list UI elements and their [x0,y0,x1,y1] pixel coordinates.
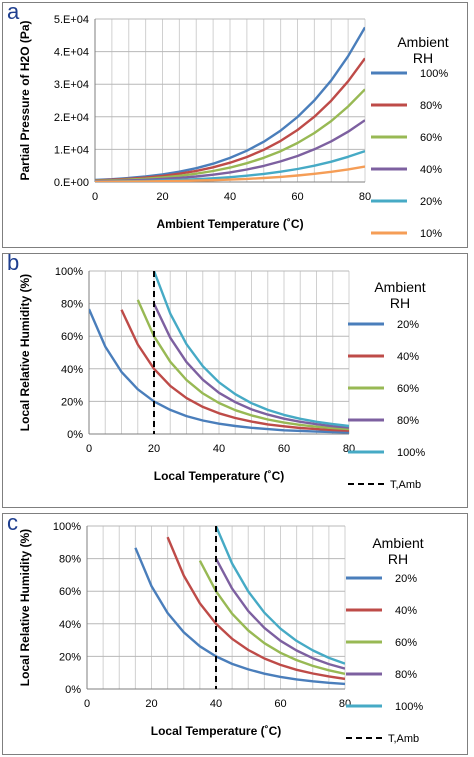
x-tick-label: 0 [92,191,98,203]
x-tick-label: 80 [359,191,371,203]
series-line-80pct [152,303,349,429]
y-tick-label: 20% [61,396,83,408]
y-tick-label: 40% [61,364,83,376]
legend-label: 20% [395,573,417,585]
series-line-40pct [166,536,345,681]
x-axis-title: Ambient Temperature (˚C) [156,217,303,231]
legend-label: 20% [420,196,442,208]
y-tick-label: 100% [55,266,83,278]
panel-letter: b [7,250,20,275]
chart-panel-a: a 0.E+00 1.E+04 2.E+04 3.E+04 4.E+04 5.E+04 0 2… [2,0,468,248]
x-tick-label: 60 [274,698,286,710]
y-tick-label: 80% [59,554,81,566]
legend-label: T,Amb [388,733,419,745]
x-tick-label: 0 [84,698,90,710]
legend-label: 80% [395,669,417,681]
series-line-60pct [198,560,345,675]
x-tick-label: 40 [224,191,236,203]
legend-label: 10% [420,228,442,240]
x-axis-title: Local Temperature (˚C) [151,724,281,738]
x-tick-label: 40 [210,698,222,710]
x-tick-label: 60 [291,191,303,203]
y-tick-label: 4.E+04 [54,47,89,59]
legend-label: 100% [397,447,425,459]
series-line-20pct [134,547,345,686]
chart-svg-c: 0% 20% 40% 60% 80% 100% 0 20 40 60 80 Local Tempera… [18,521,424,745]
y-axis-title: Local Relative Humidity (%) [18,274,32,431]
x-tick-label: 20 [156,191,168,203]
y-axis-title: Local Relative Humidity (%) [18,529,32,686]
x-tick-label: 20 [148,443,160,455]
legend-label: 80% [397,415,419,427]
legend-title: RH [388,551,408,567]
legend-label: 60% [397,383,419,395]
x-axis-title: Local Temperature (˚C) [154,469,284,483]
legend-label: 40% [395,605,417,617]
legend-label: 20% [397,319,419,331]
legend-title: Ambient [372,535,423,551]
panel-letter: c [7,510,18,535]
legend-label: 40% [397,351,419,363]
x-tick-label: 20 [145,698,157,710]
y-tick-label: 1.E+04 [54,144,89,156]
y-tick-label: 0.E+00 [54,177,89,189]
legend-title: Ambient [397,34,448,50]
series-line-60pct [136,299,349,431]
legend-title: RH [390,295,410,311]
y-tick-label: 60% [59,586,81,598]
legend-label: 60% [395,637,417,649]
y-tick-label: 0% [65,684,81,696]
x-tick-label: 80 [339,698,351,710]
legend-label: 60% [420,132,442,144]
x-tick-label: 60 [278,443,290,455]
x-tick-label: 0 [86,443,92,455]
panel-letter: a [7,0,20,24]
x-tick-label: 40 [213,443,225,455]
legend-label: 80% [420,100,442,112]
y-tick-label: 60% [61,331,83,343]
series-line-80pct [214,558,345,670]
y-tick-label: 40% [59,619,81,631]
y-tick-label: 100% [53,521,81,533]
chart-svg-a: 0.E+00 1.E+04 2.E+04 3.E+04 4.E+04 5.E+04 0 20 4… [18,14,449,240]
y-axis-title: Partial Pressure of H2O (Pa) [18,20,32,180]
y-tick-label: 3.E+04 [54,79,89,91]
series-line-10pct [95,165,365,182]
series-line-100pct [214,526,345,665]
legend-label: 40% [420,164,442,176]
chart-panel-b: b 0% 20% 40% 60% 80% 100% 0 20 40 60 80 Local Tempe… [2,250,468,508]
legend-label: T,Amb [390,479,421,491]
series-line-100pct [152,271,349,428]
legend-label: 100% [420,68,448,80]
series-line-20pct [89,308,349,434]
y-tick-label: 0% [67,429,83,441]
legend-label: 100% [395,701,423,713]
y-tick-label: 2.E+04 [54,112,89,124]
y-tick-label: 20% [59,651,81,663]
y-tick-label: 80% [61,299,83,311]
series-line-40pct [120,309,349,432]
chart-panel-c: c 0% 20% 40% 60% 80% 100% 0 20 40 60 80 Local Tempe… [2,510,468,755]
y-tick-label: 5.E+04 [54,14,89,26]
legend-title: RH [413,50,433,66]
legend-title: Ambient [374,279,425,295]
